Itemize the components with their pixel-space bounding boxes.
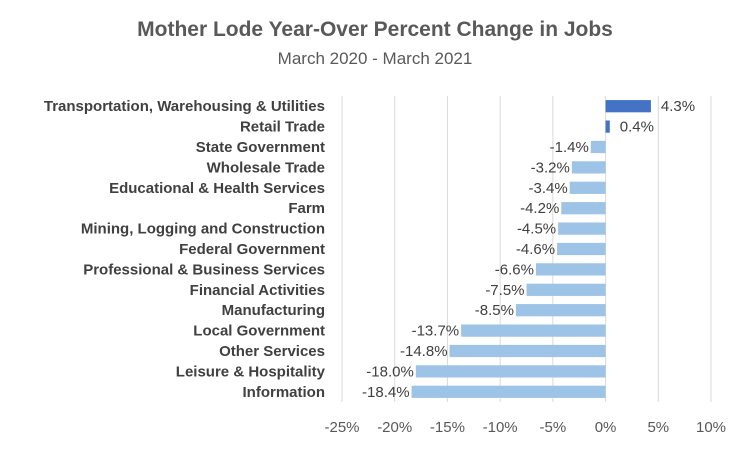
category-label: Transportation, Warehousing & Utilities — [44, 98, 325, 115]
x-tick-label: -10% — [483, 419, 518, 436]
category-label: Information — [243, 384, 326, 401]
chart-subtitle: March 2020 - March 2021 — [277, 49, 473, 68]
category-label: Farm — [288, 200, 325, 217]
chart-title: Mother Lode Year-Over Percent Change in … — [137, 18, 613, 41]
category-label: Leisure & Hospitality — [176, 363, 326, 380]
data-label: -4.2% — [520, 200, 559, 217]
category-label: Local Government — [193, 323, 325, 340]
bar — [561, 202, 606, 215]
data-label: -14.8% — [400, 343, 448, 360]
data-label: -6.6% — [495, 261, 534, 278]
bar — [411, 385, 606, 398]
bar — [526, 283, 606, 296]
x-tick-label: 0% — [595, 419, 617, 436]
data-label: -18.0% — [366, 363, 414, 380]
x-tick-label: -5% — [540, 419, 567, 436]
data-label: 0.4% — [620, 119, 654, 136]
bar — [571, 161, 606, 174]
x-tick-label: 5% — [647, 419, 669, 436]
bar — [558, 222, 606, 235]
data-label: -4.5% — [517, 221, 556, 238]
x-tick-label: -20% — [377, 419, 412, 436]
bar — [449, 344, 606, 358]
bar — [515, 304, 606, 317]
data-label: -3.4% — [529, 180, 568, 197]
data-label: -13.7% — [412, 323, 460, 340]
category-label: Financial Activities — [190, 282, 325, 299]
data-label: -8.5% — [475, 302, 514, 319]
bar — [461, 324, 606, 337]
category-label: Educational & Health Services — [109, 180, 325, 197]
category-label: Professional & Business Services — [83, 261, 325, 278]
bar — [557, 242, 606, 256]
x-tick-label: 10% — [696, 419, 726, 436]
bar — [415, 365, 606, 378]
x-tick-label: -15% — [430, 419, 465, 436]
data-label: -1.4% — [550, 139, 589, 156]
bar — [605, 100, 651, 113]
bar — [535, 263, 606, 276]
data-label: -18.4% — [362, 384, 410, 401]
category-label: Other Services — [219, 343, 325, 360]
data-label: -3.2% — [531, 159, 570, 176]
category-label: Mining, Logging and Construction — [81, 221, 325, 238]
category-label: Wholesale Trade — [207, 159, 325, 176]
bar — [569, 181, 606, 194]
data-label: 4.3% — [661, 98, 695, 115]
category-label: Federal Government — [179, 241, 325, 258]
category-label: Retail Trade — [240, 119, 325, 136]
x-tick-label: -25% — [324, 419, 359, 436]
category-label: Manufacturing — [222, 302, 325, 319]
bar — [605, 120, 610, 133]
data-label: -4.6% — [516, 241, 555, 258]
category-label: State Government — [196, 139, 325, 156]
bar — [590, 140, 606, 154]
data-label: -7.5% — [485, 282, 524, 299]
